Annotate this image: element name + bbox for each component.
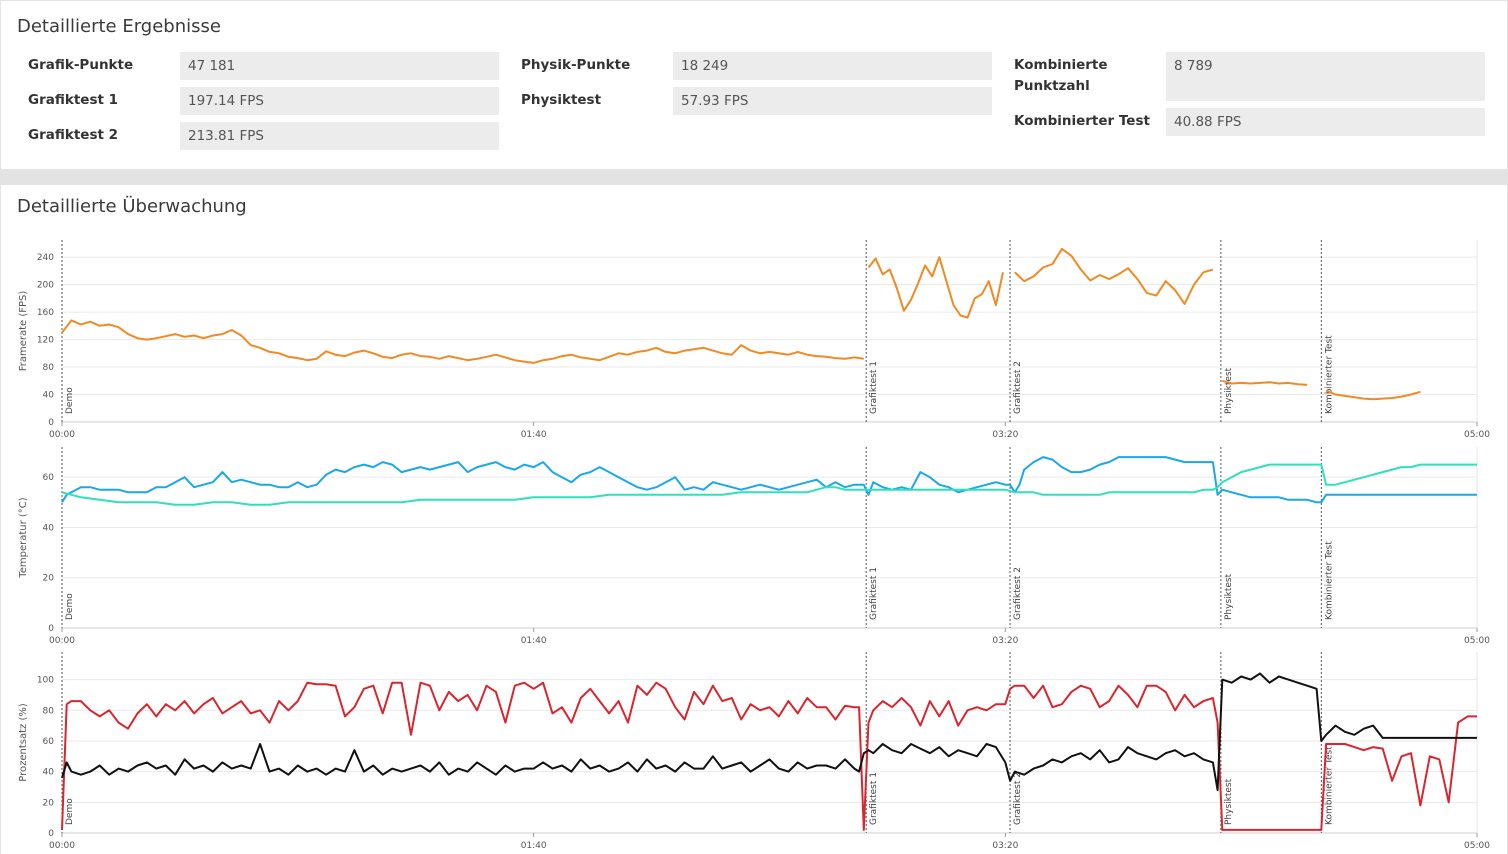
monitoring-title: Detaillierte Überwachung [17,196,247,217]
combined-score-label: Kombinierte Punktzahl [1014,57,1108,94]
graphics-test-2-label: Grafiktest 2 [28,127,119,143]
combined-test-value: 40.88 FPS [1166,108,1485,136]
monitoring-panel: Detaillierte Überwachung [1,185,1507,854]
physics-test-label: Physiktest [521,92,602,108]
combined-score-value: 8 789 [1166,52,1485,101]
graphics-test-2-value: 213.81 FPS [180,122,499,150]
graphics-test-1-label: Grafiktest 1 [28,92,119,108]
graphics-score-value: 47 181 [180,52,499,80]
graphics-test-1-value: 197.14 FPS [180,87,499,115]
physics-test-value: 57.93 FPS [673,87,992,115]
physics-score-label: Physik-Punkte [521,57,631,73]
physics-score-value: 18 249 [673,52,992,80]
results-panel: Detaillierte Ergebnisse Grafik-Punkte 47… [1,1,1507,169]
graphics-score-label: Grafik-Punkte [28,57,134,73]
results-title: Detaillierte Ergebnisse [17,16,221,37]
combined-test-label: Kombinierter Test [1014,113,1150,129]
